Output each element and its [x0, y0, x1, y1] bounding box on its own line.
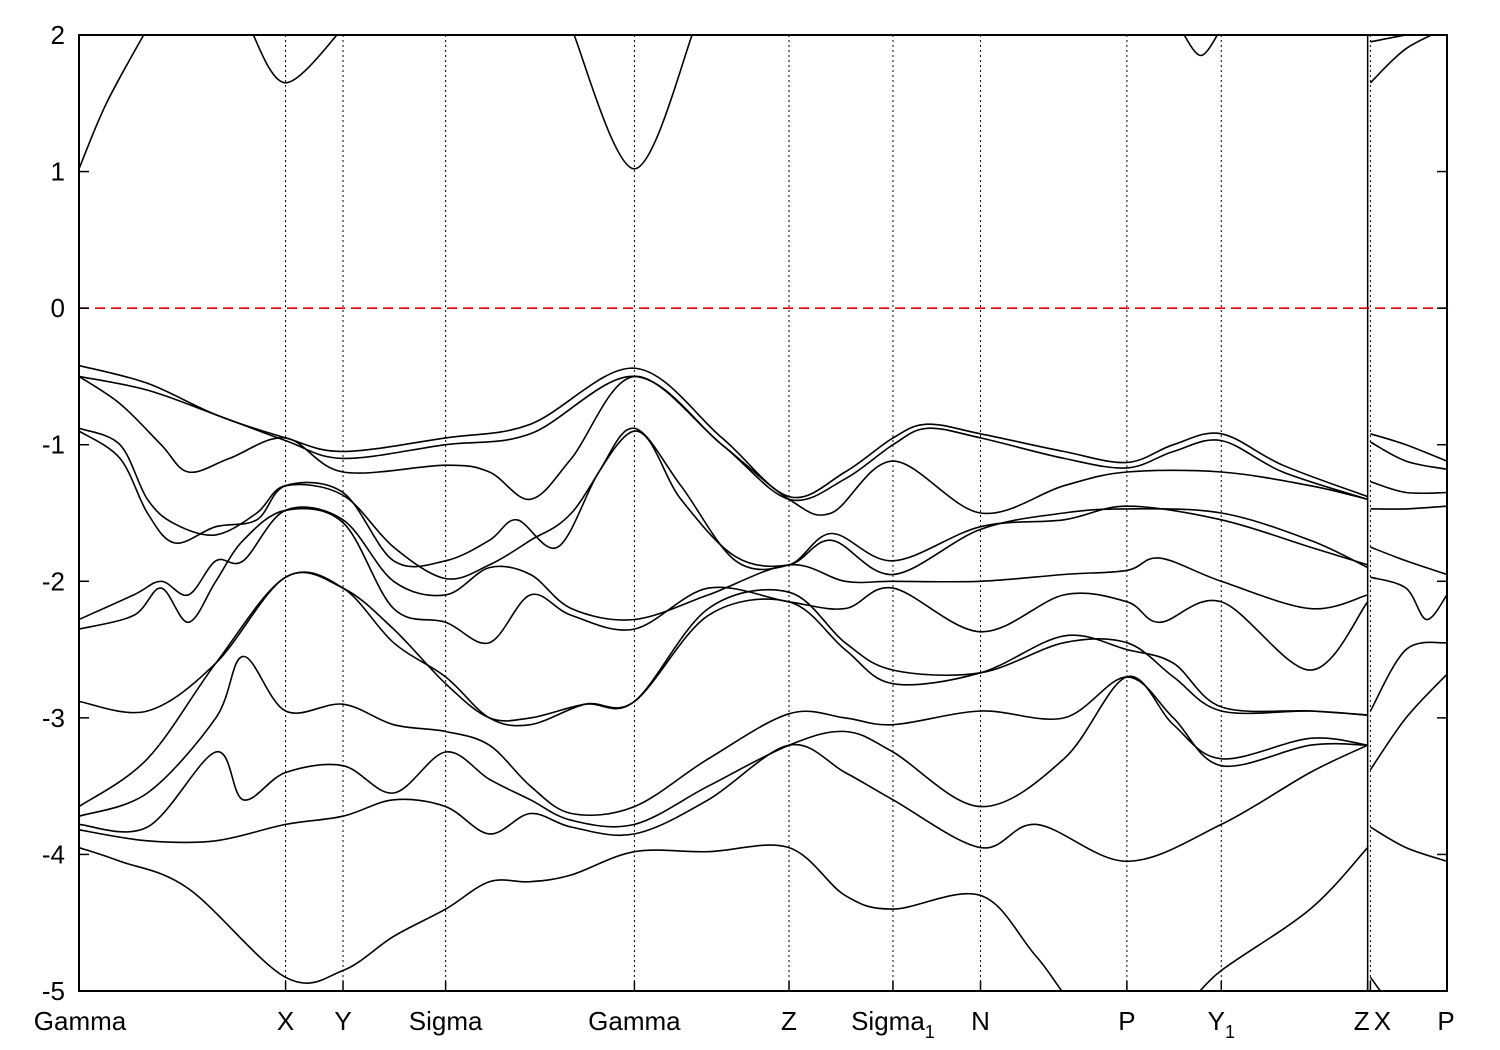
band-line [1369, 976, 1382, 991]
x-tick-label: Z [781, 1006, 797, 1036]
band-line [1183, 35, 1219, 57]
x-tick-label: Z [1354, 1006, 1370, 1036]
band-line [1370, 546, 1447, 576]
y-tick-label: -2 [42, 566, 65, 596]
band-line [79, 655, 1368, 817]
x-tick-label: P [1437, 1006, 1454, 1036]
band-line [1369, 673, 1447, 771]
x-tick-label: Y1 [1208, 1006, 1235, 1042]
band-line [79, 427, 1369, 580]
y-tick-label: -3 [42, 703, 65, 733]
y-tick-label: -5 [42, 976, 65, 1006]
x-tick-label: Gamma [588, 1006, 681, 1036]
band-line [573, 35, 693, 170]
band-line [79, 743, 1369, 863]
band-line [1369, 641, 1447, 712]
band-line [79, 364, 1368, 499]
band-line [79, 844, 1369, 991]
band-line [1370, 826, 1447, 863]
plot-frame [78, 34, 1448, 992]
x-tick-label: P [1118, 1006, 1135, 1036]
y-tick-label: 0 [51, 293, 65, 323]
x-tick-label: Sigma [409, 1006, 483, 1036]
x-tick-label: Y [334, 1006, 351, 1036]
band-line [79, 675, 1368, 833]
band-lines [79, 35, 1447, 991]
x-tick-label: X [1374, 1006, 1391, 1036]
band-line [1369, 35, 1434, 84]
band-line [79, 571, 1368, 808]
band-line [79, 571, 1368, 727]
band-line [252, 35, 338, 84]
band-line [1370, 480, 1447, 495]
band-line [1370, 505, 1447, 510]
band-line [79, 35, 145, 170]
x-tick-label: N [971, 1006, 990, 1036]
y-tick-label: 1 [51, 157, 65, 187]
y-tick-label: -4 [42, 839, 65, 869]
x-tick-label: X [277, 1006, 294, 1036]
x-tick-label: Gamma [34, 1006, 127, 1036]
band-line [79, 506, 1368, 621]
band-line [79, 375, 1368, 516]
band-line [1370, 433, 1447, 462]
high-symmetry-lines [285, 35, 1371, 991]
x-tick-label: Sigma1 [851, 1006, 935, 1042]
band-line [1370, 576, 1447, 621]
y-tick-label: 2 [51, 20, 65, 50]
band-line [79, 507, 1369, 671]
band-line [1370, 441, 1447, 471]
y-axis-ticks: 2 1 0 -1 -2 -3 -4 -5 [42, 20, 1447, 1006]
y-tick-label: -1 [42, 430, 65, 460]
band-line [1370, 35, 1411, 43]
